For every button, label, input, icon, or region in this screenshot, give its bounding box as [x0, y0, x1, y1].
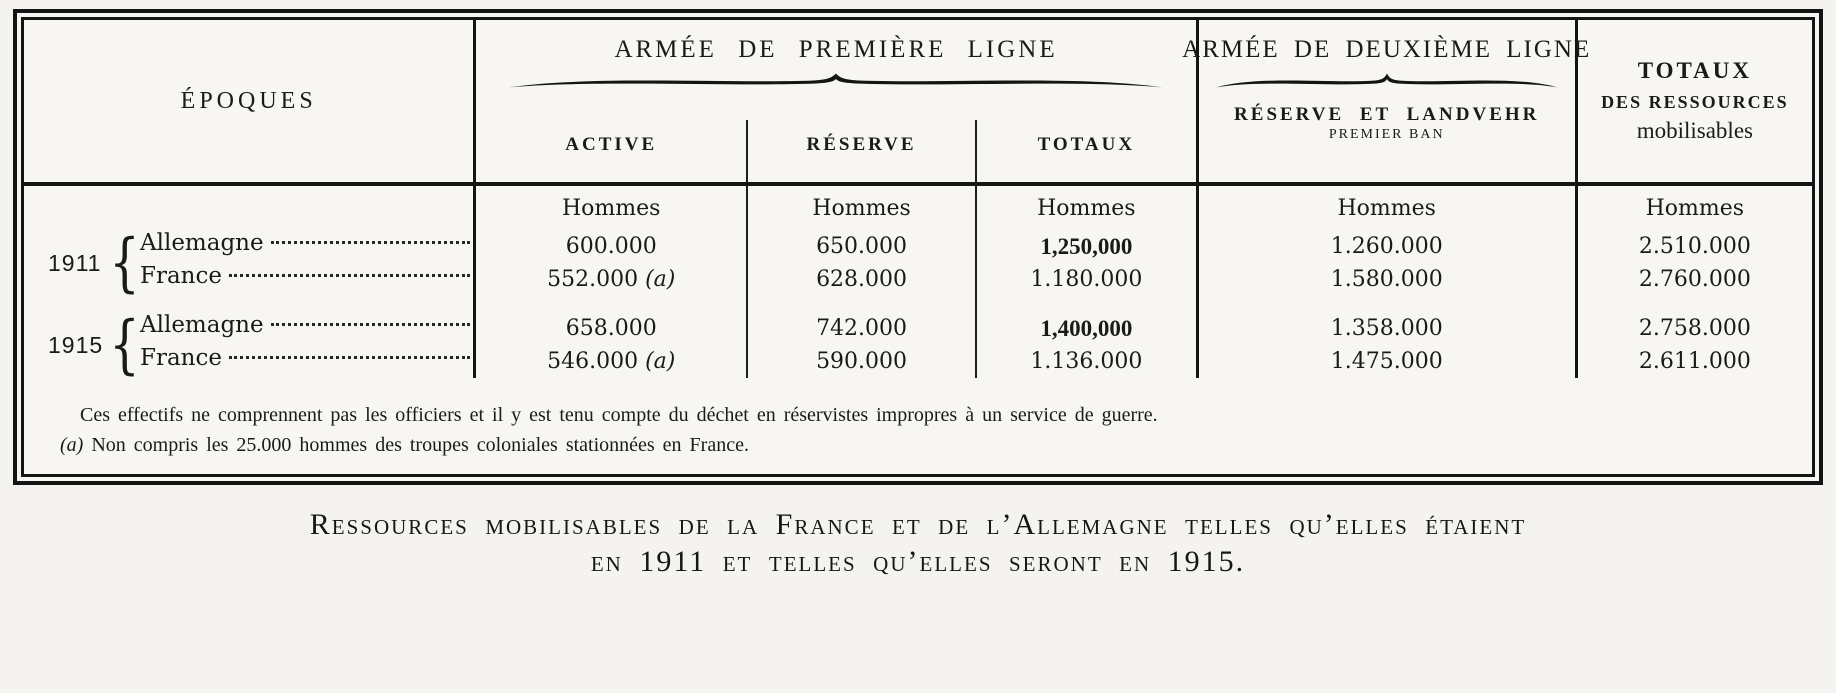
header-reserve-cell: RÉSERVE [748, 120, 977, 182]
cell-active-1911-allemagne: 600.000 [476, 230, 746, 263]
column-reserve: Hommes 650.000 628.000 742.000 590.000 [748, 186, 977, 378]
cell-deuxieme-1915-france: 1.475.000 [1330, 349, 1443, 374]
header-epoques-label: ÉPOQUES [180, 87, 317, 114]
row-gap [977, 296, 1196, 312]
table-header: ÉPOQUES ARMÉE DE PREMIÈRE LIGNE ACTIVE R… [24, 20, 1812, 186]
curly-brace-icon: { [109, 308, 140, 382]
row-gap [476, 296, 746, 312]
cell-totaux-1911-allemagne: 1,250,000 [1040, 233, 1133, 259]
row-gap [1578, 296, 1812, 312]
value: 600.000 [565, 234, 657, 259]
country-label: France [140, 345, 222, 371]
table-footnotes: Ces effectifs ne comprennent pas les off… [24, 396, 1812, 474]
column-totaux-premiere: Hommes 1,250,000 1.180.000 1,400,000 1.1… [977, 186, 1199, 378]
header-deuxieme-ligne-group: ARMÉE DE DEUXIÈME LIGNE RÉSERVE ET LANDV… [1182, 20, 1589, 182]
table-frame: ÉPOQUES ARMÉE DE PREMIÈRE LIGNE ACTIVE R… [13, 9, 1823, 485]
header-totaux-label: TOTAUX [1037, 134, 1136, 155]
header-epoques-cell: ÉPOQUES [24, 20, 477, 182]
year-group-1915: 1915 { Allemagne France [48, 312, 473, 378]
header-totals-line3: mobilisables [1636, 118, 1753, 143]
dot-leader [270, 323, 471, 326]
unit-label: Hommes [562, 195, 661, 221]
country-stack: Allemagne France [132, 230, 473, 296]
country-stack: Allemagne France [132, 312, 473, 378]
cell-reserve-1915-allemagne: 742.000 [816, 316, 908, 341]
header-active-cell: ACTIVE [476, 120, 749, 182]
epoch-spacer [48, 186, 473, 230]
cell-totaux-1911-france: 1.180.000 [1030, 267, 1143, 292]
table-row: France [132, 345, 473, 378]
header-totaux-cell: TOTAUX [977, 120, 1199, 182]
value: 658.000 [565, 316, 657, 341]
cell-totaux-1915-france: 1.136.000 [1030, 349, 1143, 374]
header-reserve-landvehr-label: RÉSERVE ET LANDVEHR [1234, 104, 1540, 125]
horizontal-brace-icon [1216, 73, 1558, 88]
table-body: 1911 { Allemagne France 1915 { [24, 186, 1812, 396]
table-row: Allemagne [132, 230, 473, 263]
footnote-line-1: Ces effectifs ne comprennent pas les off… [80, 404, 1158, 426]
cell-deuxieme-1911-france: 1.580.000 [1330, 267, 1443, 292]
table-row: France [132, 263, 473, 296]
column-deuxieme-ligne: Hommes 1.260.000 1.580.000 1.358.000 1.4… [1199, 186, 1578, 378]
header-totals-line2: DES RESSOURCES [1601, 92, 1789, 112]
caption-line-2: en 1911 et telles qu’elles seront en 191… [590, 544, 1246, 578]
caption-line-1: Ressources mobilisables de la France et … [309, 508, 1527, 541]
footnote-text: Non compris les 25.000 hommes des troupe… [91, 434, 749, 456]
footnote-marker: (a) [60, 434, 84, 456]
header-totals-line1: TOTAUX [1637, 58, 1752, 83]
cell-reserve-1915-france: 590.000 [816, 349, 908, 374]
row-gap [748, 296, 975, 312]
year-label: 1915 [48, 331, 104, 358]
header-totals-ressources-cell: TOTAUX DES RESSOURCES mobilisables [1578, 20, 1812, 182]
figure-caption: Ressources mobilisables de la France et … [0, 507, 1836, 581]
cell-total-1915-france: 2.611.000 [1638, 349, 1751, 374]
value: 552.000 [547, 267, 639, 292]
cell-reserve-1911-allemagne: 650.000 [816, 234, 908, 259]
cell-total-1911-allemagne: 2.510.000 [1638, 234, 1751, 259]
cell-active-1915-france: 546.000 (a) [476, 345, 746, 378]
header-deuxieme-ligne-label: ARMÉE DE DEUXIÈME LIGNE [1182, 36, 1592, 63]
row-gap [1199, 296, 1575, 312]
column-totaux-ressources: Hommes 2.510.000 2.760.000 2.758.000 2.6… [1578, 186, 1812, 378]
horizontal-brace-icon [509, 73, 1163, 88]
footnote-ref: (a) [645, 349, 676, 374]
country-label: Allemagne [140, 312, 264, 338]
cell-deuxieme-1911-allemagne: 1.260.000 [1330, 234, 1443, 259]
footnote-line-2: (a) Non compris les 25.000 hommes des tro… [60, 430, 1786, 460]
table-inner-frame: ÉPOQUES ARMÉE DE PREMIÈRE LIGNE ACTIVE R… [21, 17, 1815, 477]
year-group-1911: 1911 { Allemagne France [48, 230, 473, 296]
year-label: 1911 [48, 249, 102, 276]
cell-active-1911-france: 552.000 (a) [476, 263, 746, 296]
footnote-ref: (a) [645, 267, 676, 292]
dot-leader [228, 274, 471, 277]
dot-leader [270, 241, 471, 244]
header-premier-ban-label: PREMIER BAN [1328, 127, 1445, 142]
header-premiere-ligne-group: ARMÉE DE PREMIÈRE LIGNE [476, 20, 1199, 120]
dot-leader [228, 356, 471, 359]
table-row: Allemagne [132, 312, 473, 345]
country-label: Allemagne [140, 230, 264, 256]
unit-label: Hommes [1337, 195, 1436, 221]
header-active-label: ACTIVE [565, 134, 658, 155]
column-active: Hommes 600.000 552.000 (a) 658.000 546.00… [476, 186, 749, 378]
cell-deuxieme-1915-allemagne: 1.358.000 [1330, 316, 1443, 341]
curly-brace-icon: { [109, 226, 140, 300]
value: 546.000 [547, 349, 639, 374]
unit-label: Hommes [1037, 195, 1136, 221]
unit-label: Hommes [812, 195, 911, 221]
unit-label: Hommes [1645, 195, 1745, 221]
country-label: France [140, 263, 222, 289]
cell-total-1915-allemagne: 2.758.000 [1638, 316, 1751, 341]
cell-totaux-1915-allemagne: 1,400,000 [1040, 315, 1133, 341]
cell-total-1911-france: 2.760.000 [1638, 267, 1751, 292]
cell-reserve-1911-france: 628.000 [816, 267, 908, 292]
header-premiere-ligne-label: ARMÉE DE PREMIÈRE LIGNE [614, 36, 1058, 63]
column-epoques: 1911 { Allemagne France 1915 { [24, 186, 477, 378]
cell-active-1915-allemagne: 658.000 [476, 312, 746, 345]
header-reserve-label: RÉSERVE [806, 134, 917, 155]
